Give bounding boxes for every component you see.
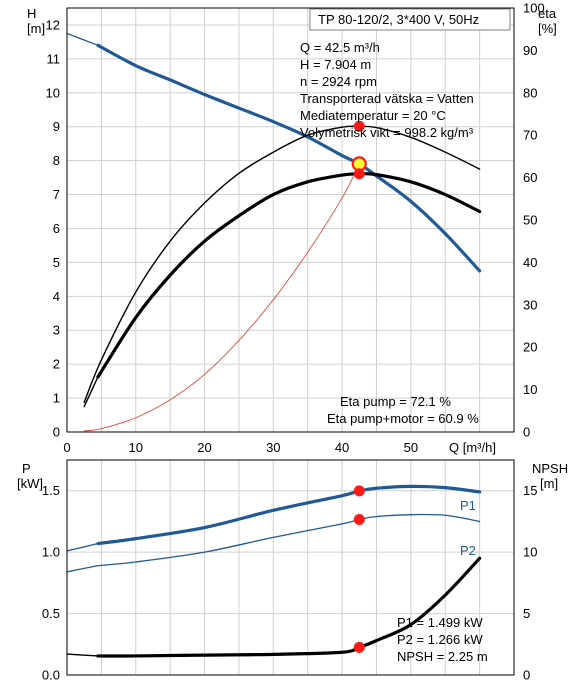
series-eta_pump_low (83, 376, 99, 408)
upper-points (351, 120, 367, 180)
x-tick-label: 20 (197, 440, 211, 455)
y-left-tick-label: 11 (47, 51, 61, 66)
title-box-frame (309, 8, 511, 31)
series-h_curve_ext (66, 32, 99, 46)
info-n: n = 2924 rpm (300, 74, 377, 89)
lower-panel: 0.0 0.5 1.0 1.5 0 5 10 15 P [kW] NPSH [m] P1 P2… (17, 459, 568, 683)
y-left-tick-label: 12 (46, 17, 60, 32)
chart-title: TP 80-120/2, 3*400 V, 50Hz (318, 12, 479, 27)
y-right-tick-label: 40 (523, 255, 537, 270)
p-left-label-line2: [kW] (17, 476, 43, 491)
y-right-tick-label: 10 (523, 545, 537, 560)
y-left-tick-label: 4 (53, 289, 60, 304)
npsh-point (353, 641, 365, 653)
info-temp: Mediatemperatur = 20 °C (300, 108, 446, 123)
y-right-tick-label: 90 (523, 43, 537, 58)
eta-motor-point (353, 168, 365, 180)
y-left-label-line1: H (27, 6, 36, 21)
series-label-p2: P2 (460, 543, 476, 558)
series-h_system (83, 163, 360, 432)
x-tick-label: 40 (335, 440, 349, 455)
y-left-label-line2: [m] (27, 21, 45, 36)
x-tick-label: 0 (63, 440, 70, 455)
upper-grid (67, 8, 514, 432)
npsh-right-label-line2: [m] (540, 476, 558, 491)
eta-pump-point (353, 120, 365, 132)
series-p1 (96, 484, 482, 546)
y-right-tick-label: 15 (523, 483, 537, 498)
p2-value-text: P2 = 1.266 kW (397, 632, 483, 647)
y-right-tick-label: 10 (523, 382, 537, 397)
info-q: Q = 42.5 m³/h (300, 40, 380, 55)
y-left-tick-label: 6 (53, 221, 60, 236)
lower-plot-frame (66, 459, 515, 676)
x-tick-label: 10 (129, 440, 143, 455)
p1-point (353, 485, 365, 497)
y-right-tick-label: 60 (523, 170, 537, 185)
y-left-tick-label: 0 (53, 425, 60, 440)
y-left-tick-label: 3 (53, 323, 60, 338)
y-right-tick-label: 50 (523, 213, 537, 228)
y-right-tick-label: 100 (523, 1, 545, 16)
p2-point (353, 513, 365, 525)
x-axis-label: Q [m³/h] (449, 440, 496, 455)
y-left-tick-label: 8 (53, 153, 60, 168)
lower-series (66, 484, 482, 658)
upper-plot-frame (66, 7, 515, 433)
y-right-tick-label: 0 (523, 668, 530, 683)
series-p2_ext (66, 565, 99, 573)
lower-ticks: 0.0 0.5 1.0 1.5 0 5 10 15 (42, 483, 538, 682)
y-left-tick-label: 2 (53, 357, 60, 372)
lower-points (353, 485, 365, 653)
p-left-label-line1: P (22, 461, 31, 476)
y-right-tick-label: 0 (523, 425, 530, 440)
y-left-tick-label: 0.0 (42, 668, 60, 683)
y-left-tick-label: 1.5 (42, 483, 60, 498)
y-right-tick-label: 30 (523, 297, 537, 312)
x-tick-label: 30 (266, 440, 280, 455)
series-p2 (97, 513, 481, 567)
info-density: Volymetrisk vikt = 998.2 kg/m³ (300, 125, 474, 140)
upper-series (66, 32, 482, 432)
npsh-right-label-line1: NPSH (532, 461, 568, 476)
eta-pump-motor-text: Eta pump+motor = 60.9 % (327, 411, 479, 426)
y-left-tick-label: 0.5 (42, 606, 60, 621)
series-npsh_ext (66, 653, 99, 657)
y-right-tick-label: 5 (523, 606, 530, 621)
y-right-tick-label: 20 (523, 340, 537, 355)
y-left-tick-label: 1.0 (42, 545, 60, 560)
series-npsh (96, 556, 482, 658)
eta-pump-text: Eta pump = 72.1 % (340, 394, 451, 409)
series-eta_pump_motor (96, 172, 482, 379)
npsh-value-text: NPSH = 2.25 m (397, 649, 488, 664)
info-fluid: Transporterad vätska = Vatten (300, 91, 474, 106)
y-right-label-line1: eta (538, 6, 557, 21)
y-left-tick-label: 5 (53, 255, 60, 270)
p1-value-text: P1 = 1.499 kW (397, 615, 483, 630)
y-right-tick-label: 70 (523, 128, 537, 143)
title-box: TP 80-120/2, 3*400 V, 50Hz (309, 8, 511, 31)
series-eta_pump (83, 125, 481, 404)
y-left-tick-label: 10 (46, 85, 60, 100)
info-h: H = 7.904 m (300, 57, 371, 72)
series-label-p1: P1 (460, 498, 476, 513)
y-left-tick-label: 1 (53, 391, 60, 406)
y-right-label-line2: [%] (538, 21, 557, 36)
y-right-tick-label: 80 (523, 85, 537, 100)
series-h_curve (96, 43, 482, 273)
y-left-tick-label: 7 (53, 187, 60, 202)
x-tick-label: 50 (404, 440, 418, 455)
y-left-tick-label: 9 (53, 119, 60, 134)
series-p1_ext (66, 542, 99, 552)
